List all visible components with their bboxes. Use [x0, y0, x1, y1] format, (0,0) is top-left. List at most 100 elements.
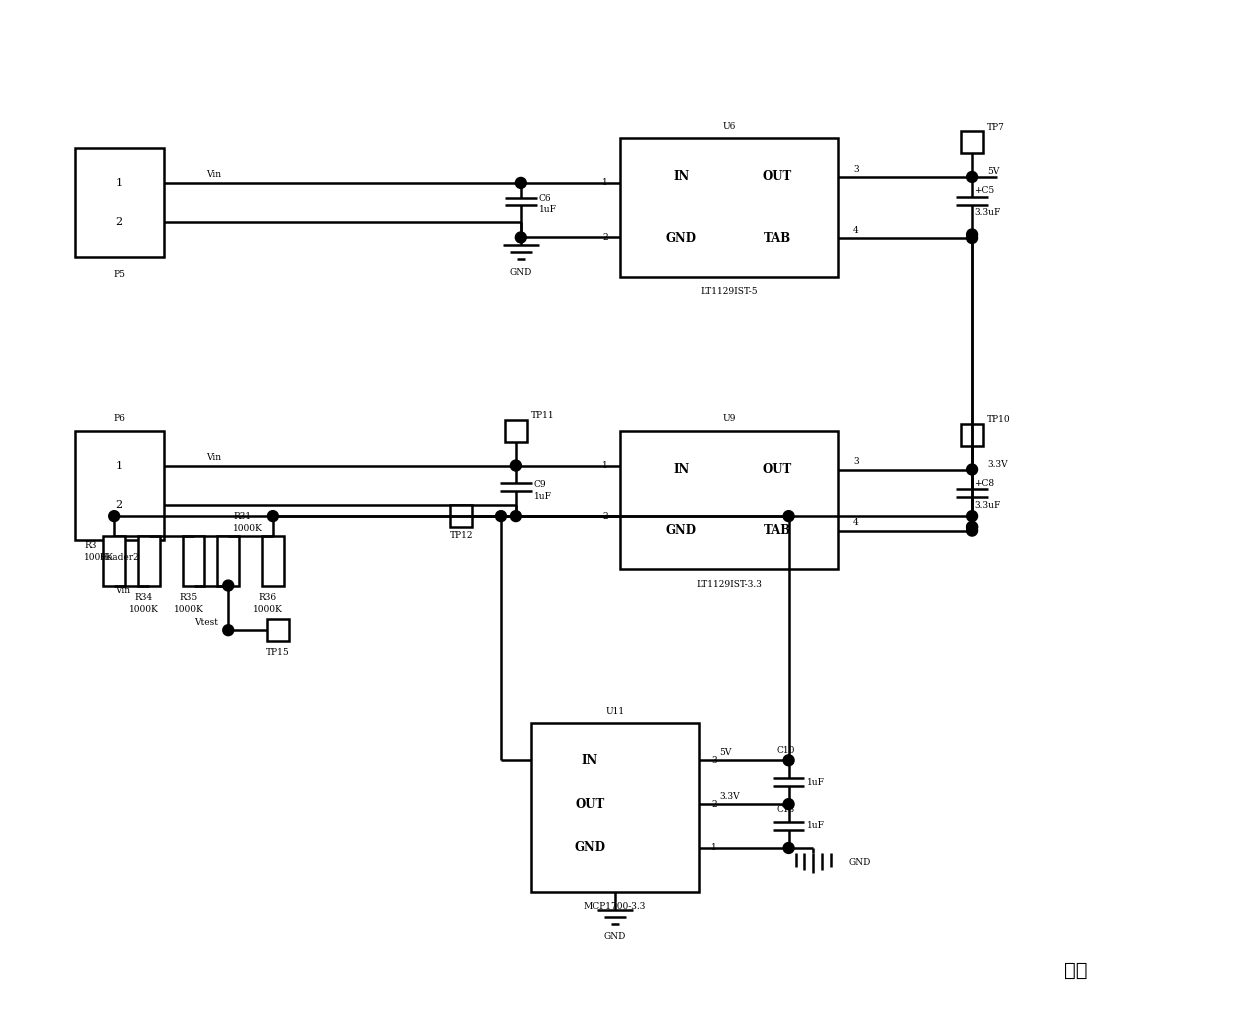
Circle shape: [516, 178, 526, 189]
Circle shape: [967, 464, 977, 475]
Text: R31: R31: [233, 512, 252, 521]
Circle shape: [109, 511, 119, 522]
Bar: [620, 138, 838, 277]
Circle shape: [967, 229, 977, 240]
Text: IN: IN: [582, 754, 598, 766]
Text: C10: C10: [776, 746, 795, 755]
Bar: [138, 536, 160, 586]
Text: 1000K: 1000K: [129, 605, 159, 614]
Text: C6: C6: [538, 194, 552, 203]
Circle shape: [511, 460, 521, 471]
Text: 1000K: 1000K: [253, 605, 283, 614]
Circle shape: [967, 172, 977, 183]
Text: GND: GND: [666, 524, 697, 537]
Text: +C5: +C5: [975, 187, 994, 195]
Text: 电源: 电源: [1064, 962, 1087, 980]
Text: LT1129IST-3.3: LT1129IST-3.3: [696, 580, 763, 589]
Text: Header2: Header2: [99, 553, 139, 562]
Text: TP7: TP7: [987, 123, 1004, 132]
Text: 3.3uF: 3.3uF: [975, 208, 1001, 217]
Text: OUT: OUT: [763, 171, 791, 184]
Text: R34: R34: [135, 593, 153, 602]
Bar: [450, 505, 472, 527]
Circle shape: [967, 522, 977, 533]
Text: 4: 4: [853, 225, 859, 234]
Circle shape: [223, 624, 233, 635]
Text: TP12: TP12: [450, 532, 474, 540]
Text: 2: 2: [603, 232, 608, 242]
Circle shape: [516, 232, 526, 243]
Text: 2: 2: [603, 512, 608, 521]
Text: 1uF: 1uF: [533, 492, 552, 500]
Text: 1: 1: [603, 179, 608, 188]
Bar: [961, 424, 983, 446]
Text: 2: 2: [115, 217, 123, 227]
Text: 5V: 5V: [987, 167, 999, 177]
Bar: [505, 420, 527, 442]
Text: GND: GND: [666, 231, 697, 245]
Bar: [74, 148, 164, 257]
Text: 1uF: 1uF: [538, 205, 557, 214]
Circle shape: [784, 799, 794, 810]
Text: 4: 4: [853, 519, 859, 527]
Text: IN: IN: [673, 171, 689, 184]
Text: 3.3V: 3.3V: [987, 460, 1008, 469]
Text: +C8: +C8: [975, 479, 994, 488]
Text: 1000K: 1000K: [174, 605, 203, 614]
Text: P5: P5: [113, 270, 125, 279]
Bar: [103, 536, 125, 586]
Text: OUT: OUT: [575, 798, 604, 811]
Circle shape: [784, 842, 794, 854]
Text: R3: R3: [84, 541, 97, 550]
Bar: [267, 619, 289, 641]
Text: MCP1700-3.3: MCP1700-3.3: [584, 902, 646, 911]
Bar: [217, 536, 239, 586]
Text: R36: R36: [259, 593, 277, 602]
Circle shape: [511, 511, 521, 522]
Text: P6: P6: [113, 414, 125, 423]
Bar: [262, 536, 284, 586]
Text: TAB: TAB: [764, 524, 791, 537]
Text: GND: GND: [574, 841, 605, 855]
Text: Vin: Vin: [206, 453, 221, 462]
Bar: [182, 536, 205, 586]
Circle shape: [268, 511, 278, 522]
Text: U11: U11: [605, 706, 625, 716]
Text: 3.3uF: 3.3uF: [975, 500, 1001, 510]
Text: 2: 2: [712, 800, 717, 809]
Circle shape: [784, 511, 794, 522]
Text: 5V: 5V: [719, 748, 732, 757]
Text: U9: U9: [723, 414, 735, 423]
Text: 1000K: 1000K: [233, 524, 263, 533]
Circle shape: [967, 232, 977, 244]
Text: 3.3V: 3.3V: [719, 792, 740, 801]
Circle shape: [784, 755, 794, 765]
Text: U6: U6: [723, 122, 735, 131]
Circle shape: [967, 522, 977, 533]
Text: Vin: Vin: [206, 171, 221, 180]
Text: GND: GND: [604, 932, 626, 941]
Text: 1: 1: [603, 461, 608, 470]
Text: 1: 1: [712, 843, 717, 853]
Text: 3: 3: [853, 164, 858, 174]
Circle shape: [223, 581, 233, 591]
Bar: [961, 131, 983, 153]
Text: TP11: TP11: [531, 411, 554, 420]
Text: 1: 1: [115, 461, 123, 471]
Text: Vin: Vin: [115, 586, 130, 595]
Text: 3: 3: [853, 457, 858, 466]
Text: GND: GND: [510, 268, 532, 277]
Text: 1uF: 1uF: [806, 821, 825, 830]
Text: 1: 1: [115, 178, 123, 188]
Text: IN: IN: [673, 463, 689, 476]
Circle shape: [496, 511, 506, 522]
Text: TP15: TP15: [265, 648, 290, 657]
Text: TAB: TAB: [764, 231, 791, 245]
Bar: [531, 724, 699, 892]
Text: 1000K: 1000K: [84, 553, 114, 562]
Text: C9: C9: [533, 480, 547, 489]
Text: 1uF: 1uF: [806, 777, 825, 787]
Text: OUT: OUT: [763, 463, 791, 476]
Text: R35: R35: [180, 593, 197, 602]
Text: Vtest: Vtest: [195, 618, 218, 626]
